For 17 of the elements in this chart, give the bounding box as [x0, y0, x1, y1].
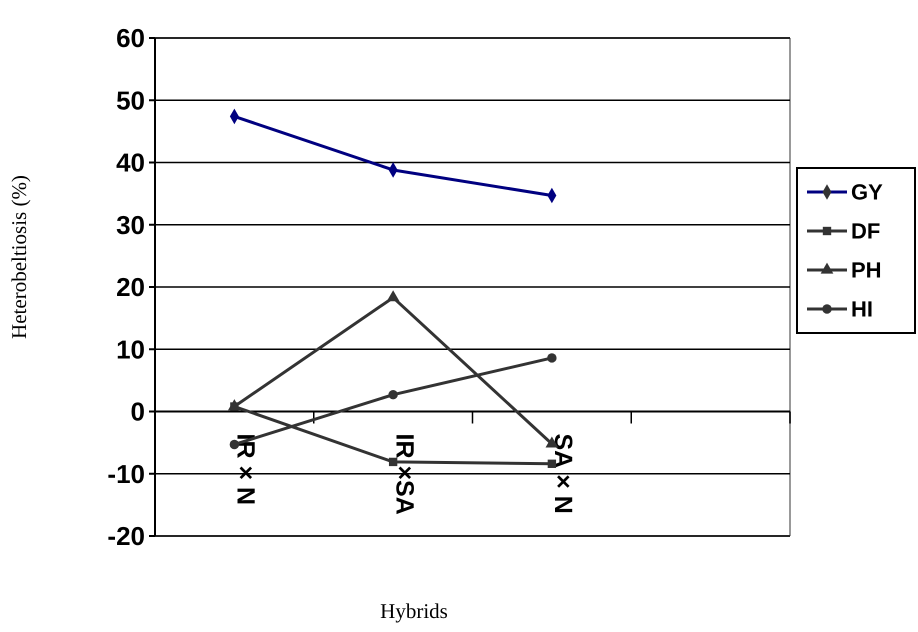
y-tick-label: 50: [116, 85, 145, 116]
y-tick-label: 40: [116, 148, 145, 178]
y-tick-label: 30: [116, 210, 145, 240]
y-tick-label: 10: [116, 334, 145, 364]
x-tick-label: SA × N: [549, 434, 578, 514]
x-tick-label: IR ×SA: [390, 434, 418, 515]
legend-label: HI: [851, 296, 873, 322]
y-tick-label: -10: [107, 458, 145, 489]
legend-label: GY: [851, 180, 884, 205]
y-tick-label: -20: [107, 521, 145, 552]
x-axis-title: Hybrids: [380, 599, 448, 623]
legend-label: PH: [851, 258, 882, 283]
y-axis-title: Heterobeltiosis (%): [7, 175, 31, 339]
y-tick-label: 20: [116, 272, 145, 302]
y-tick-label: 60: [116, 23, 145, 54]
legend-label: DF: [851, 218, 880, 244]
y-tick-label: 0: [130, 396, 145, 427]
